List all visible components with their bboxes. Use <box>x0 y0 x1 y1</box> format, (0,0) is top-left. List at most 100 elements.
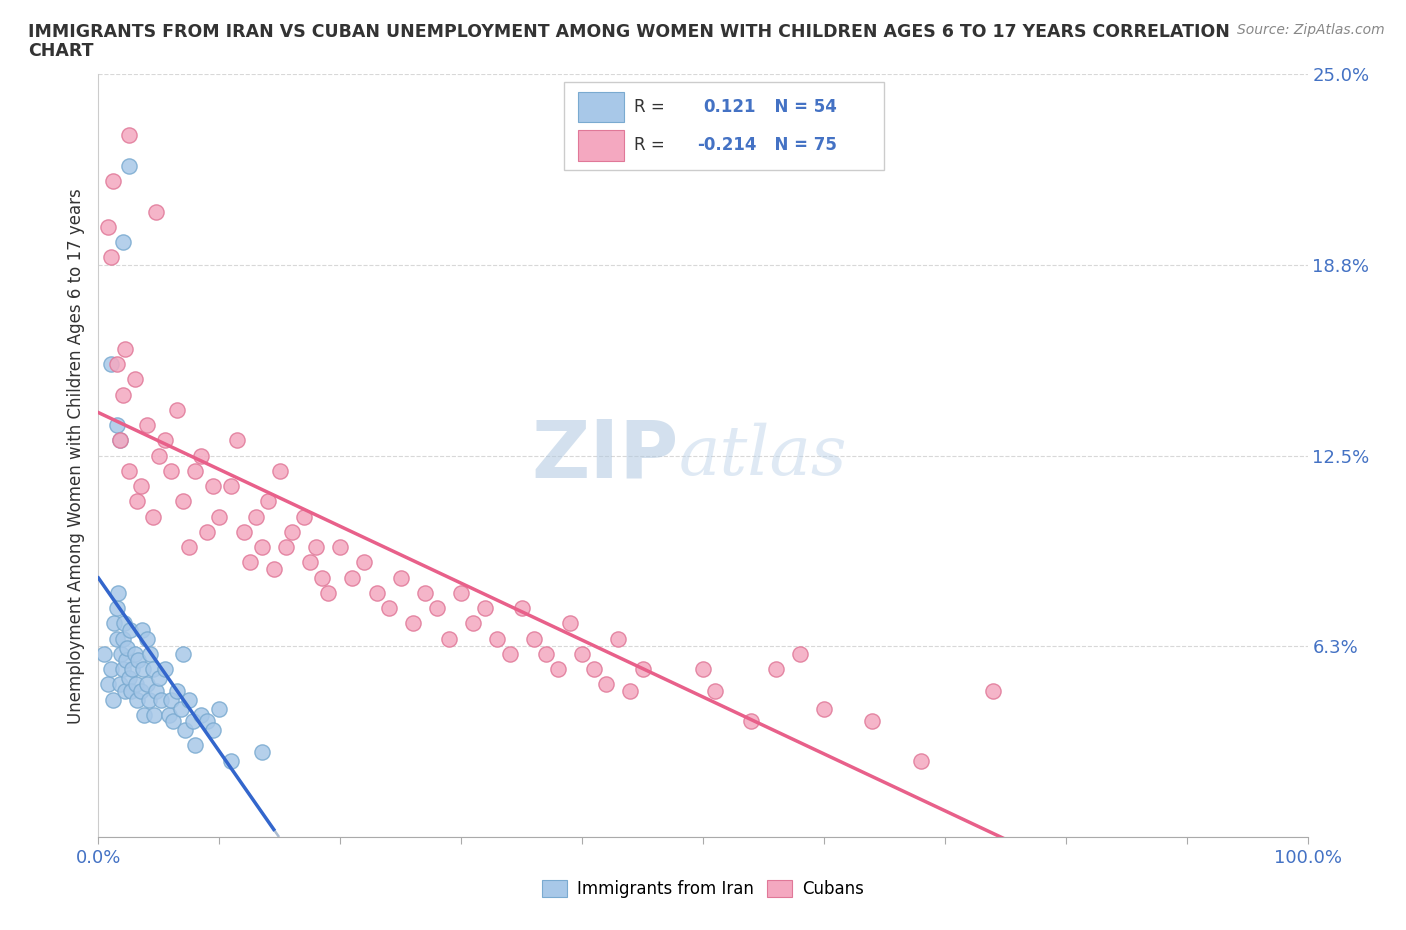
Point <box>740 713 762 728</box>
Point <box>153 433 176 448</box>
Point <box>100 357 122 372</box>
Point <box>150 692 173 707</box>
Point <box>97 219 120 234</box>
Point <box>110 646 132 661</box>
Point <box>221 479 243 494</box>
Point <box>498 646 520 661</box>
Point <box>105 601 128 616</box>
Point <box>195 713 218 728</box>
Point <box>172 494 194 509</box>
Point <box>162 713 184 728</box>
Point <box>93 646 115 661</box>
Point <box>112 616 135 631</box>
Point <box>105 631 128 646</box>
Point <box>172 646 194 661</box>
Point <box>118 128 141 143</box>
Point <box>108 433 131 448</box>
Point <box>160 692 183 707</box>
Point <box>583 662 606 677</box>
Point <box>179 692 201 707</box>
Point <box>131 622 153 637</box>
Point <box>619 684 641 698</box>
Point <box>274 539 297 554</box>
Point <box>377 601 399 616</box>
Point <box>143 708 166 723</box>
Point <box>129 684 152 698</box>
Point <box>142 662 165 677</box>
Point <box>208 510 231 525</box>
Point <box>281 525 304 539</box>
Text: ZIP: ZIP <box>531 417 679 495</box>
Point <box>366 586 388 601</box>
Point <box>166 403 188 418</box>
Point <box>103 616 125 631</box>
Point <box>135 418 157 432</box>
Point <box>169 701 191 716</box>
Point <box>765 662 787 677</box>
Point <box>129 479 152 494</box>
Point <box>174 723 197 737</box>
Point <box>148 448 170 463</box>
Point <box>789 646 811 661</box>
Point <box>117 641 139 656</box>
Point <box>124 646 146 661</box>
Point <box>160 463 183 478</box>
Text: -0.214: -0.214 <box>697 137 756 154</box>
Point <box>118 622 141 637</box>
Point <box>115 653 138 668</box>
Point <box>118 463 141 478</box>
Point <box>256 494 278 509</box>
Point <box>269 463 291 478</box>
Point <box>125 677 148 692</box>
Point <box>134 708 156 723</box>
Point <box>226 433 249 448</box>
Text: 0.121: 0.121 <box>703 99 755 116</box>
Point <box>166 684 188 698</box>
Point <box>523 631 546 646</box>
Point <box>486 631 509 646</box>
Point <box>108 433 131 448</box>
Point <box>558 616 581 631</box>
Point <box>250 744 273 759</box>
Point <box>118 671 141 685</box>
Point <box>426 601 449 616</box>
Point <box>221 753 243 768</box>
Point <box>114 684 136 698</box>
Point <box>127 494 149 509</box>
Point <box>316 586 339 601</box>
Point <box>250 539 273 554</box>
Point <box>153 662 176 677</box>
Point <box>202 479 225 494</box>
Point <box>142 510 165 525</box>
Point <box>299 555 322 570</box>
Point <box>239 555 262 570</box>
Point <box>111 662 134 677</box>
Point <box>101 174 124 189</box>
Point <box>437 631 460 646</box>
Point <box>118 158 141 173</box>
Point <box>860 713 883 728</box>
Point <box>135 631 157 646</box>
Point <box>263 561 285 576</box>
Text: R =: R = <box>634 137 671 154</box>
Point <box>232 525 254 539</box>
Point <box>101 692 124 707</box>
Point <box>107 586 129 601</box>
Point <box>111 631 134 646</box>
Point <box>245 510 267 525</box>
Point <box>124 372 146 387</box>
Point <box>595 677 617 692</box>
Point <box>127 653 149 668</box>
Y-axis label: Unemployment Among Women with Children Ages 6 to 17 years: Unemployment Among Women with Children A… <box>66 188 84 724</box>
Point <box>111 234 134 249</box>
Point <box>132 662 155 677</box>
Point <box>202 723 225 737</box>
Point <box>329 539 352 554</box>
Point <box>111 387 134 402</box>
Point <box>157 708 180 723</box>
Point <box>631 662 654 677</box>
Point <box>910 753 932 768</box>
Point <box>120 684 142 698</box>
Point <box>105 357 128 372</box>
Point <box>195 525 218 539</box>
